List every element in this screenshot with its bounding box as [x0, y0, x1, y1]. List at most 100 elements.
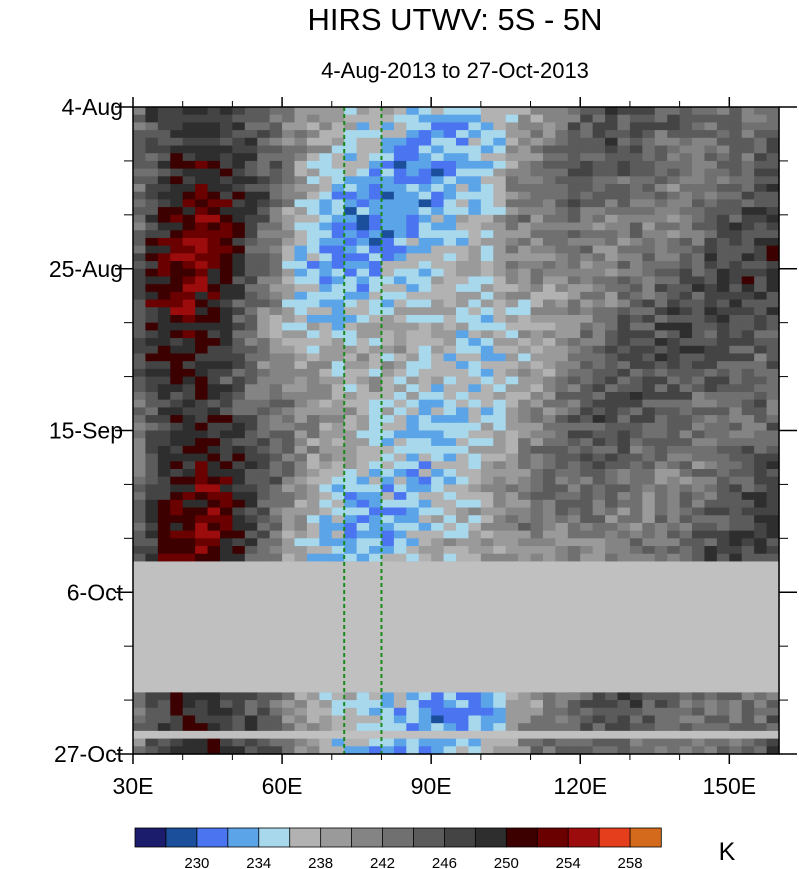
heatmap-cell [542, 299, 556, 308]
heatmap-cell [393, 707, 407, 717]
heatmap-cell [431, 130, 445, 139]
heatmap-cell [667, 738, 681, 747]
heatmap-cell [356, 122, 370, 131]
heatmap-cell [766, 276, 780, 285]
heatmap-cell [369, 268, 383, 278]
heatmap-cell [145, 114, 159, 123]
heatmap-cell [567, 415, 581, 424]
heatmap-cell [356, 268, 370, 278]
heatmap-cell [729, 384, 743, 393]
heatmap-cell [741, 700, 755, 709]
heatmap-cell [456, 376, 470, 385]
heatmap-cell [381, 707, 395, 717]
heatmap-cell [443, 353, 457, 362]
heatmap-cell [692, 230, 706, 239]
heatmap-cell [393, 484, 407, 493]
heatmap-cell [145, 476, 159, 486]
colorbar-box [444, 827, 477, 848]
heatmap-cell [443, 122, 457, 131]
heatmap-cell [605, 160, 619, 170]
heatmap-cell [344, 391, 358, 401]
heatmap-cell [145, 253, 159, 262]
heatmap-cell [555, 361, 569, 370]
heatmap-cell [592, 546, 606, 555]
heatmap-cell [542, 291, 556, 301]
heatmap-cell [605, 307, 619, 316]
heatmap-cell [542, 692, 556, 701]
heatmap-cell [418, 268, 432, 278]
heatmap-cell [170, 700, 184, 709]
heatmap-cell [530, 107, 544, 116]
heatmap-cell [729, 715, 743, 724]
heatmap-cell [505, 715, 519, 724]
heatmap-cell [319, 114, 333, 123]
heatmap-cell [692, 207, 706, 216]
heatmap-cell [654, 314, 668, 324]
heatmap-cell [456, 538, 470, 547]
heatmap-cell [393, 430, 407, 439]
heatmap-cell [530, 245, 544, 254]
heatmap-cell [754, 137, 768, 147]
heatmap-cell [704, 314, 718, 324]
heatmap-cell [369, 515, 383, 524]
heatmap-cell [145, 430, 159, 439]
heatmap-cell [393, 191, 407, 201]
heatmap-cell [331, 184, 345, 193]
heatmap-cell [505, 191, 519, 201]
heatmap-cell [518, 184, 532, 193]
heatmap-cell [182, 160, 196, 170]
heatmap-cell [182, 191, 196, 201]
heatmap-cell [319, 345, 333, 355]
heatmap-cell [505, 361, 519, 370]
heatmap-cell [257, 530, 271, 539]
heatmap-cell [418, 515, 432, 524]
heatmap-cell [207, 314, 221, 324]
heatmap-cell [294, 345, 308, 355]
heatmap-cell [505, 222, 519, 231]
heatmap-cell [195, 107, 209, 116]
heatmap-cell [580, 276, 594, 285]
heatmap-cell [468, 253, 482, 262]
heatmap-cell [369, 207, 383, 216]
heatmap-cell [592, 715, 606, 724]
heatmap-cell [704, 145, 718, 154]
heatmap-cell [766, 137, 780, 147]
heatmap-cell [567, 345, 581, 355]
heatmap-cell [306, 538, 320, 547]
heatmap-cell [393, 345, 407, 355]
heatmap-cell [232, 692, 246, 701]
heatmap-cell [381, 499, 395, 509]
heatmap-cell [331, 415, 345, 424]
heatmap-cell [393, 130, 407, 139]
heatmap-cell [232, 145, 246, 154]
heatmap-cell [729, 314, 743, 324]
heatmap-cell [219, 715, 233, 724]
heatmap-cell [170, 538, 184, 547]
heatmap-cell [480, 160, 494, 170]
heatmap-cell [145, 222, 159, 231]
heatmap-cell [468, 207, 482, 216]
heatmap-cell [505, 245, 519, 254]
heatmap-cell [369, 330, 383, 339]
heatmap-cell [704, 715, 718, 724]
heatmap-cell [344, 546, 358, 555]
heatmap-cell [232, 322, 246, 331]
heatmap-cell [530, 353, 544, 362]
heatmap-cell [667, 261, 681, 270]
heatmap-cell [319, 207, 333, 216]
heatmap-cell [592, 453, 606, 462]
heatmap-cell [133, 230, 147, 239]
heatmap-cell [629, 469, 643, 478]
heatmap-cell [170, 553, 184, 563]
heatmap-cell [542, 445, 556, 455]
heatmap-cell [319, 553, 333, 563]
heatmap-cell [754, 184, 768, 193]
heatmap-cell [157, 253, 171, 262]
heatmap-cell [567, 330, 581, 339]
heatmap-cell [145, 345, 159, 355]
heatmap-cell [542, 176, 556, 185]
heatmap-cell [605, 130, 619, 139]
heatmap-cell [157, 507, 171, 516]
heatmap-cell [381, 160, 395, 170]
heatmap-cell [393, 746, 407, 755]
